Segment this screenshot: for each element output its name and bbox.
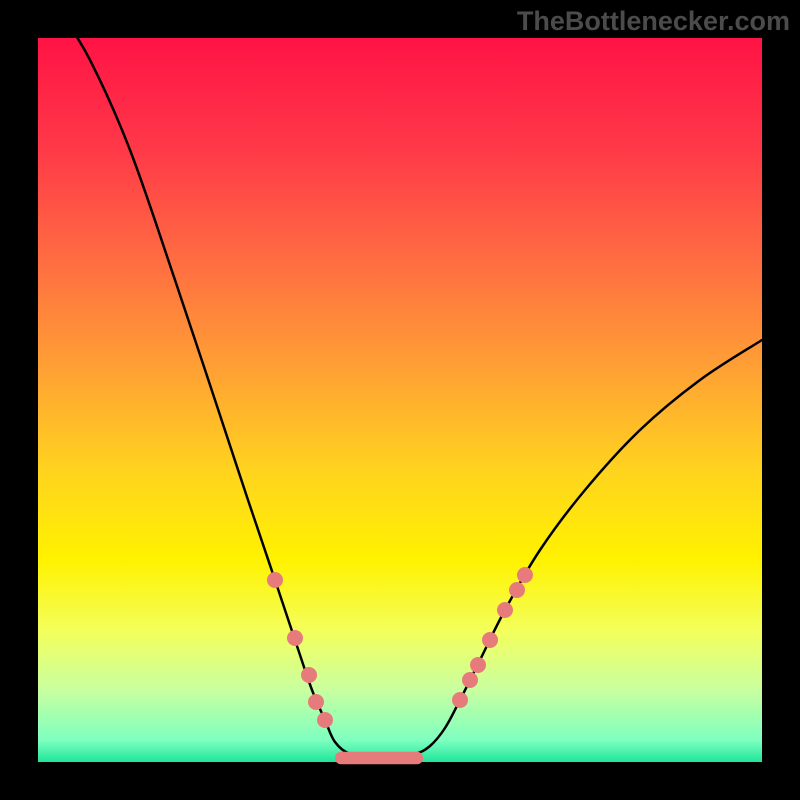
data-marker (317, 712, 333, 728)
bottleneck-chart (0, 0, 800, 800)
data-marker (452, 692, 468, 708)
watermark-text: TheBottlenecker.com (517, 6, 790, 37)
data-marker (517, 567, 533, 583)
curve-bottom-band (335, 752, 423, 765)
data-marker (497, 602, 513, 618)
data-marker (287, 630, 303, 646)
data-marker (301, 667, 317, 683)
data-marker (462, 672, 478, 688)
chart-background (38, 38, 762, 762)
data-marker (482, 632, 498, 648)
data-marker (267, 572, 283, 588)
data-marker (470, 657, 486, 673)
data-marker (509, 582, 525, 598)
data-marker (308, 694, 324, 710)
